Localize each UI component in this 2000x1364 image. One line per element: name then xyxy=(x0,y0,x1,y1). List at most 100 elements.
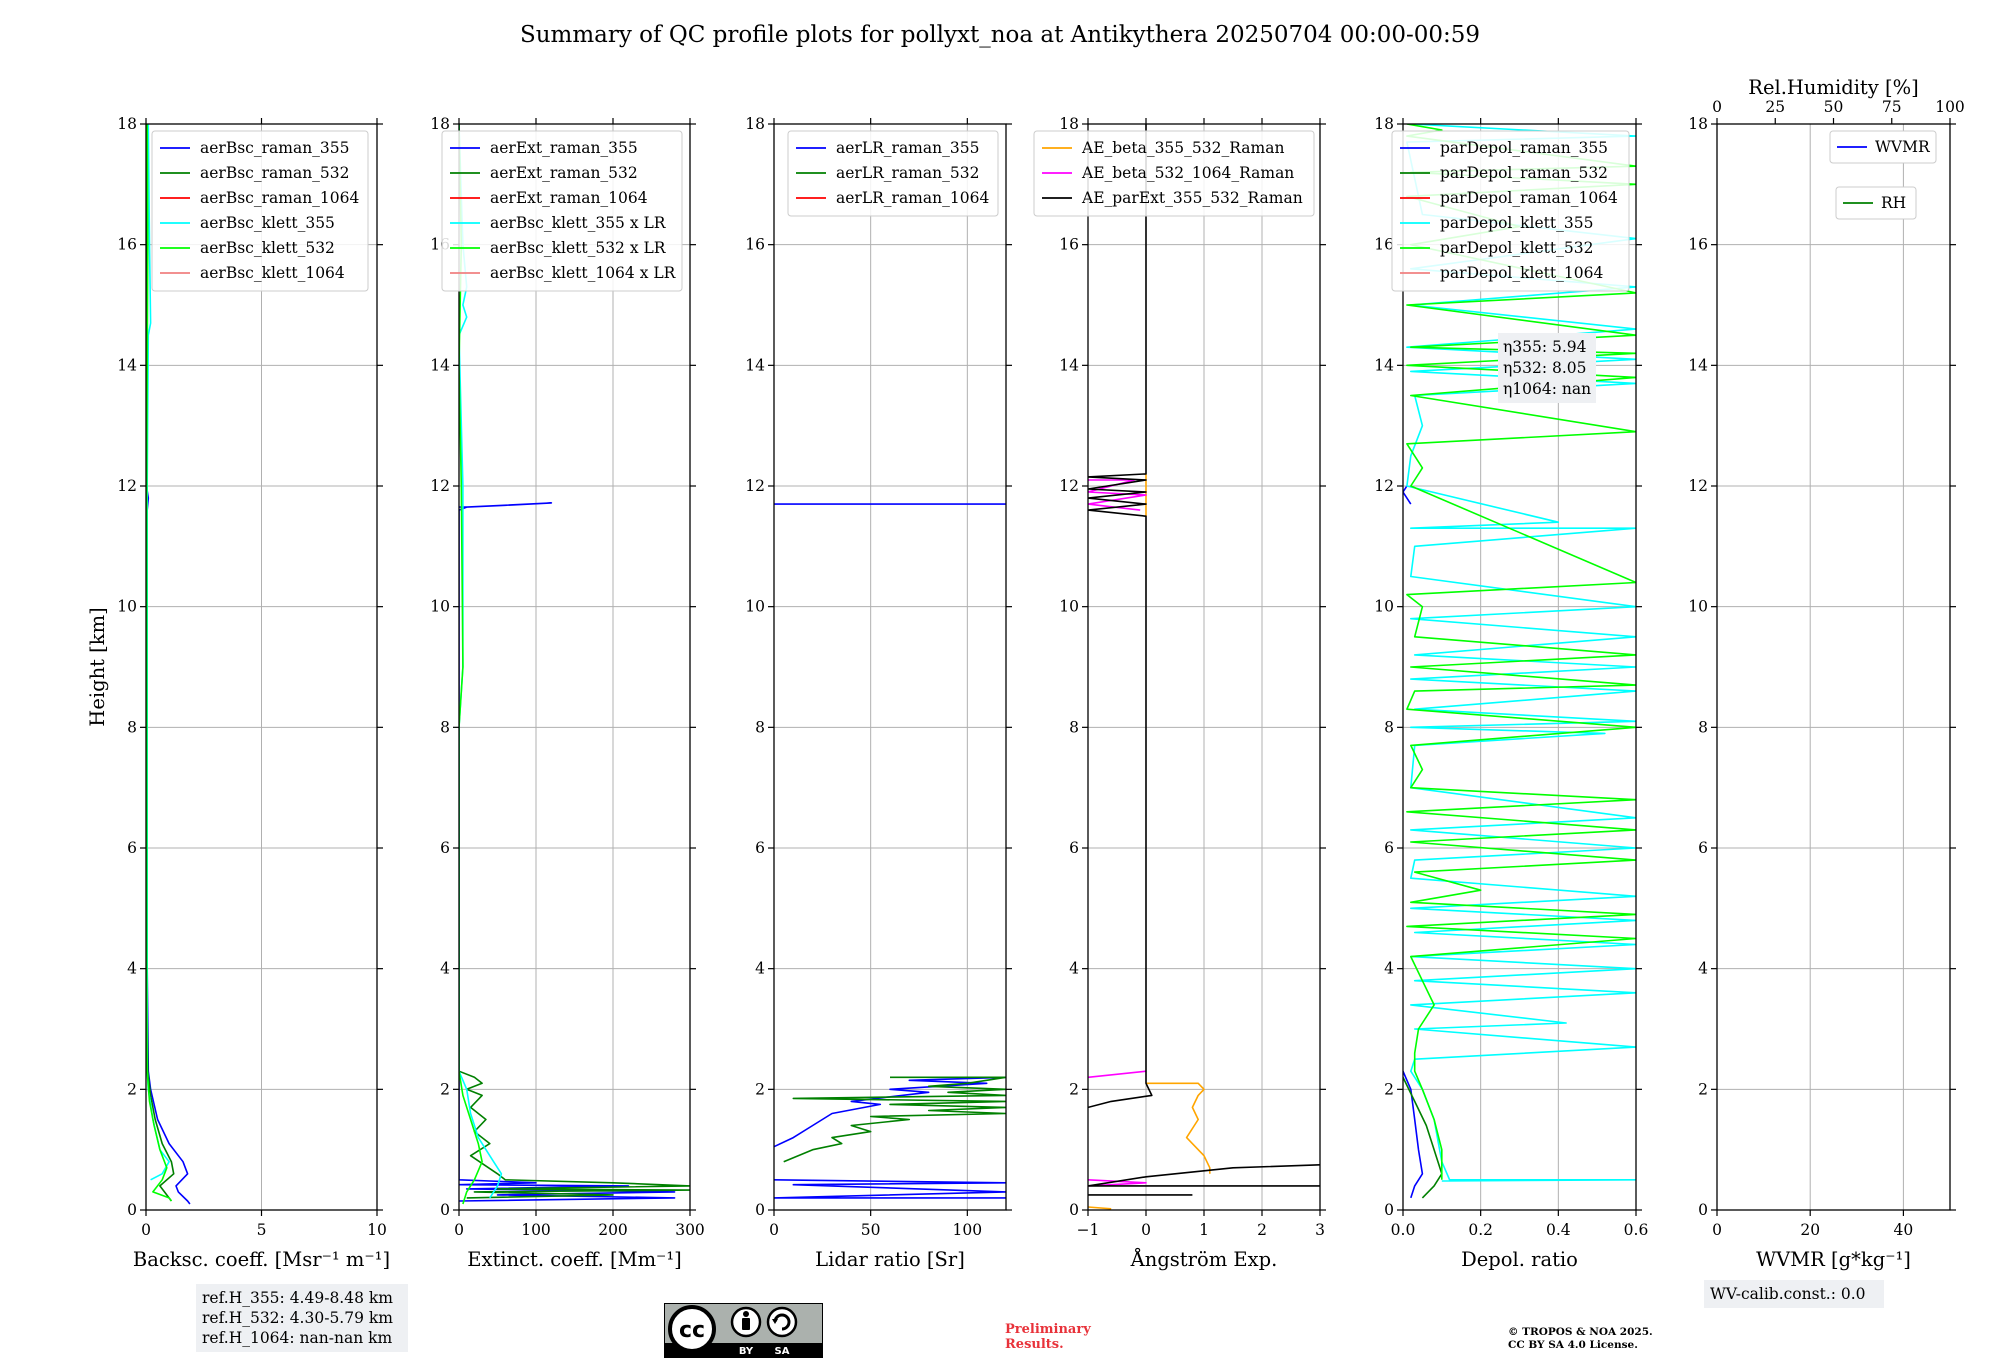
series-line-aerext-raman-355 xyxy=(459,502,676,1202)
x-tick-label: 0.2 xyxy=(1468,1221,1493,1239)
y-tick-label: 14 xyxy=(430,356,450,374)
x2-tick-label: 100 xyxy=(1935,98,1965,116)
copyright-line-2: CC BY SA 4.0 License. xyxy=(1508,1339,1638,1351)
axes-frame xyxy=(773,123,1007,1211)
x2-axis-label: Rel.Humidity [%] xyxy=(1748,76,1918,99)
x-tick-label: 100 xyxy=(521,1221,551,1239)
eta-box xyxy=(1498,333,1596,403)
x-tick-label: 0 xyxy=(1712,1221,1722,1239)
y-tick-label: 18 xyxy=(1374,115,1394,133)
x-axis-label: Lidar ratio [Sr] xyxy=(815,1248,965,1271)
y-tick-label: 18 xyxy=(117,115,137,133)
y-tick-label: 10 xyxy=(745,598,765,616)
x-tick-label: 1 xyxy=(1199,1221,1209,1239)
y-tick-label: 18 xyxy=(1688,115,1708,133)
y-tick-label: 2 xyxy=(1698,1080,1708,1098)
copyright-line-1: © TROPOS & NOA 2025. xyxy=(1508,1326,1653,1338)
y-tick-label: 8 xyxy=(1069,718,1079,736)
legend-label: AE_parExt_355_532_Raman xyxy=(1081,189,1303,207)
x-tick-label: 300 xyxy=(675,1221,705,1239)
y-tick-label: 14 xyxy=(745,356,765,374)
x-tick-label: 0 xyxy=(769,1221,779,1239)
legend-label: parDepol_klett_355 xyxy=(1440,214,1593,232)
y-tick-label: 16 xyxy=(1374,236,1394,254)
legend-label: WVMR xyxy=(1875,138,1931,156)
x-tick-label: 0.6 xyxy=(1624,1221,1649,1239)
legend-box xyxy=(1391,130,1630,292)
y-tick-label: 4 xyxy=(440,960,450,978)
x-tick-label: 0.0 xyxy=(1391,1221,1416,1239)
series-line-pardepol-raman-532 xyxy=(1403,1076,1443,1199)
x-tick-label: 0 xyxy=(1141,1221,1151,1239)
x-axis-label: Depol. ratio xyxy=(1461,1248,1578,1271)
series-line-ae-beta-355-532-raman xyxy=(1088,473,1211,1210)
y-tick-label: 0 xyxy=(755,1201,765,1219)
y-tick-label: 4 xyxy=(755,960,765,978)
legend-label: aerLR_raman_1064 xyxy=(836,189,989,207)
legend-label: aerLR_raman_355 xyxy=(836,139,979,157)
y-tick-label: 6 xyxy=(440,839,450,857)
x-axis-label: WVMR [g*kg⁻¹] xyxy=(1756,1248,1911,1271)
x-tick-label: 10 xyxy=(367,1221,387,1239)
legend-label: parDepol_raman_1064 xyxy=(1440,189,1618,207)
x2-tick-label: 0 xyxy=(1712,98,1722,116)
y-tick-label: 4 xyxy=(127,960,137,978)
axes-frame xyxy=(1402,123,1637,1211)
x-tick-label: 5 xyxy=(257,1221,267,1239)
y-tick-label: 12 xyxy=(117,477,137,495)
cc-sa-label: SA xyxy=(775,1346,790,1357)
y-tick-label: 2 xyxy=(127,1080,137,1098)
series-line-aerlr-raman-532 xyxy=(783,1076,1006,1163)
series-line-aerext-raman-532 xyxy=(459,1070,690,1199)
y-tick-label: 16 xyxy=(745,236,765,254)
legend: parDepol_raman_355 parDepol_raman_532 parD… xyxy=(1391,130,1630,292)
x-tick-label: 20 xyxy=(1800,1221,1820,1239)
y-tick-label: 8 xyxy=(1384,718,1394,736)
y-tick-label: 12 xyxy=(1374,477,1394,495)
y-tick-label: 6 xyxy=(1069,839,1079,857)
x2-tick-label: 50 xyxy=(1824,98,1844,116)
y-tick-label: 0 xyxy=(1698,1201,1708,1219)
legend: aerBsc_raman_355 aerBsc_raman_532 aerBsc_r… xyxy=(151,130,369,292)
eta-line: η532: 8.05 xyxy=(1503,359,1587,377)
x2-tick-label: 75 xyxy=(1882,98,1902,116)
cc-by-sa-icon: cc BY SA xyxy=(664,1303,823,1358)
y-tick-label: 0 xyxy=(1069,1201,1079,1219)
series-line-ae-beta-532-1064-raman xyxy=(1088,479,1147,1187)
legend: aerLR_raman_355 aerLR_raman_532 aerLR_rama… xyxy=(787,130,999,217)
y-tick-label: 12 xyxy=(745,477,765,495)
preliminary-line-1: Preliminary xyxy=(1005,1322,1091,1337)
y-tick-label: 14 xyxy=(1374,356,1394,374)
y-tick-label: 10 xyxy=(430,598,450,616)
legend-box xyxy=(787,130,999,217)
x-tick-label: 100 xyxy=(953,1221,983,1239)
eta-annotation: η355: 5.94 η532: 8.05 η1064: nan xyxy=(1498,333,1596,403)
copyright-note: © TROPOS & NOA 2025. CC BY SA 4.0 Licens… xyxy=(1508,1326,1653,1352)
y-tick-label: 0 xyxy=(440,1201,450,1219)
legend-label: aerBsc_klett_532 x LR xyxy=(490,239,667,257)
y-tick-label: 4 xyxy=(1698,960,1708,978)
ref-height-532: ref.H_532: 4.30-5.79 km xyxy=(202,1309,393,1327)
y-tick-label: 0 xyxy=(127,1201,137,1219)
y-tick-label: 2 xyxy=(755,1080,765,1098)
y-tick-label: 8 xyxy=(1698,718,1708,736)
y-tick-label: 12 xyxy=(430,477,450,495)
x-tick-label: 0.4 xyxy=(1546,1221,1571,1239)
y-tick-label: 12 xyxy=(1059,477,1079,495)
legend-label: aerLR_raman_532 xyxy=(836,164,979,182)
series-line-aerbsc-klett-355-x-lr xyxy=(459,124,503,1199)
x-tick-label: 50 xyxy=(861,1221,881,1239)
legend: WVMR xyxy=(1829,130,1937,164)
y-tick-label: 16 xyxy=(1688,236,1708,254)
series-group xyxy=(1088,124,1320,1210)
legend-label: AE_beta_355_532_Raman xyxy=(1081,139,1284,157)
legend-label: aerBsc_klett_1064 xyxy=(200,264,345,282)
legend-box xyxy=(1835,186,1917,220)
legend-label: aerBsc_klett_355 x LR xyxy=(490,214,667,232)
y-tick-label: 0 xyxy=(1384,1201,1394,1219)
legend-box xyxy=(441,130,683,292)
x-tick-label: 200 xyxy=(598,1221,628,1239)
